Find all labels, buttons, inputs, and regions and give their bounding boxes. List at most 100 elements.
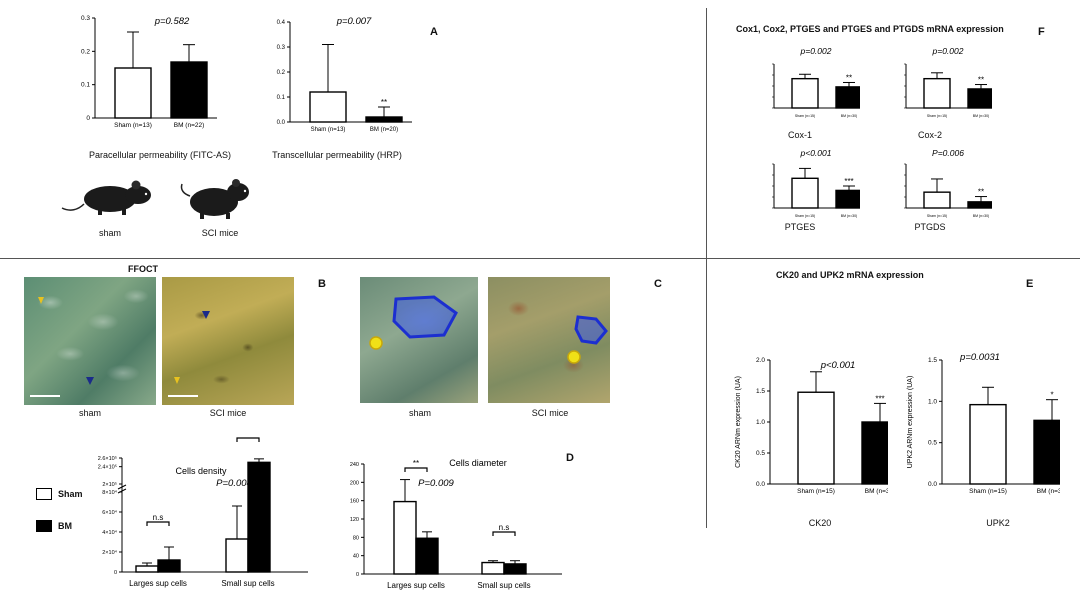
chart-a1: 0 0.1 0.2 0.3 Sham (n=13) BM (n=22) p=0.582 [81,15,217,129]
y-tick-label: 40 [353,554,359,560]
chart-cox2: Sham (n=15) ** BM (n=30) p=0.002 [904,46,992,118]
caption-mouse-sham: sham [98,228,121,238]
caption-upk2: UPK2 [986,518,1010,528]
caption-histology-sham: sham [408,408,431,418]
x-tick-label: Sham (n=15) [795,214,815,218]
caption-ptgds: PTGDS [914,222,946,232]
bar [503,563,527,575]
bar [835,189,860,209]
divider-right-horizontal [707,258,1080,259]
bar [923,77,951,109]
legend-item-bm: BM [36,520,83,532]
y-tick-label: 200 [350,480,359,486]
y-tick-label: 120 [350,517,359,523]
y-tick-label: 0 [356,572,359,578]
y-tick-label: 1.5 [756,388,765,395]
significance-stars: *** [844,177,853,186]
caption-cox2: Cox-2 [917,130,942,140]
y-tick-label: 0.1 [81,82,90,89]
y-tick-label: 2.4×10⁵ [98,464,117,471]
histology-image-sham [360,277,478,403]
caption-ffoct-sci: SCI mice [209,408,247,418]
bar [835,86,860,109]
legend-swatch-bm [36,520,52,532]
divider-left-horizontal [0,258,706,259]
significance-bracket [236,437,260,442]
panel-letter-b: B [318,278,326,290]
histology-image-sci [488,277,610,403]
y-tick-label: 2.6×10⁵ [98,455,117,462]
y-tick-label: 0.5 [928,440,937,447]
panel-letter-f: F [1038,26,1045,38]
x-tick-label: Sham (n=15) [795,114,815,118]
x-tick-label: Small sup cells [221,579,274,588]
p-value-annotation: p=0.007 [336,16,372,27]
chart-title: Cells density [175,466,227,476]
bar [967,88,992,109]
y-tick-label: 4×10⁴ [102,529,117,536]
bar [170,61,208,119]
x-tick-label: Sham (n=13) [311,127,346,133]
x-tick-label: BM (n=30) [865,488,888,495]
arrowhead-icon [38,297,44,304]
x-tick-label: BM (n=20) [370,127,398,133]
p-value-annotation: P=0.009 [418,478,454,489]
x-tick-label: Sham (n=15) [927,114,947,118]
x-tick-label: BM (n=30) [841,114,857,118]
bar [225,538,249,573]
legend-label-sham: Sham [58,489,83,499]
bar [114,67,152,119]
y-tick-label: 160 [350,499,359,505]
panel-b-title: FFOCT [128,264,158,274]
legend: Sham BM [36,488,83,532]
mouse-sham-illustration [61,180,151,215]
bar [791,77,819,109]
bar [393,500,417,575]
panel-e-title: CK20 and UPK2 mRNA expression [776,270,924,280]
caption-ptges: PTGES [784,222,816,232]
bar [861,421,888,485]
p-value-annotation: p<0.001 [800,148,832,158]
caption-histology-sci: SCI mice [531,408,569,418]
caption-mouse-sci: SCI mice [201,228,239,238]
panel-letter-e: E [1026,278,1034,290]
x-tick-label: Sham (n=13) [114,122,152,129]
axis-break [117,484,127,490]
x-tick-label: BM (n=30) [973,114,989,118]
y-tick-label: 0.0 [277,120,286,126]
panel-letter-a: A [430,26,438,38]
ffoct-image-sci [162,277,294,405]
y-tick-label: 0 [114,570,117,576]
chart-cox1: Sham (n=15) ** BM (n=30) p=0.002 [772,46,860,118]
bar [415,537,439,575]
chart-a2: 0.0 0.1 0.2 0.3 0.4 Sham (n=13) ** BM (n=20) p=0… [277,16,412,133]
y-tick-label: 1.5 [928,357,937,364]
caption-ffoct-sham: sham [78,408,101,418]
bar [365,116,403,123]
arrowhead-icon [202,311,210,319]
significance-stars: ** [978,76,984,85]
p-value-annotation: p=0.582 [154,16,190,27]
mouse-sci-illustration [180,179,249,219]
x-tick-label: Small sup cells [477,581,530,590]
bar [309,91,347,123]
chart-ck20: 0.0 0.5 1.0 1.5 2.0 CK20 ARNm expression (UA)… [735,357,888,495]
divider-vertical [706,8,707,528]
y-tick-label: 0 [86,115,90,122]
y-tick-label: 1.0 [756,419,765,426]
significance-bracket [404,467,428,472]
bar [135,565,159,573]
legend-swatch-sham [36,488,52,500]
y-tick-label: 0.5 [756,450,765,457]
y-tick-label: 0.3 [81,15,90,22]
x-tick-label: BM (n=30) [973,214,989,218]
significance-bracket [492,531,516,536]
bar [1033,419,1060,485]
scale-bar [30,395,60,397]
chart-ptges: Sham (n=15) *** BM (n=30) p<0.001 [772,148,860,218]
chart-title: Cells diameter [449,458,507,468]
significance-stars: * [1050,391,1053,400]
arrowhead-icon [174,377,180,384]
panel-letter-d: D [566,452,574,464]
y-tick-label: 6×10⁴ [102,509,117,516]
